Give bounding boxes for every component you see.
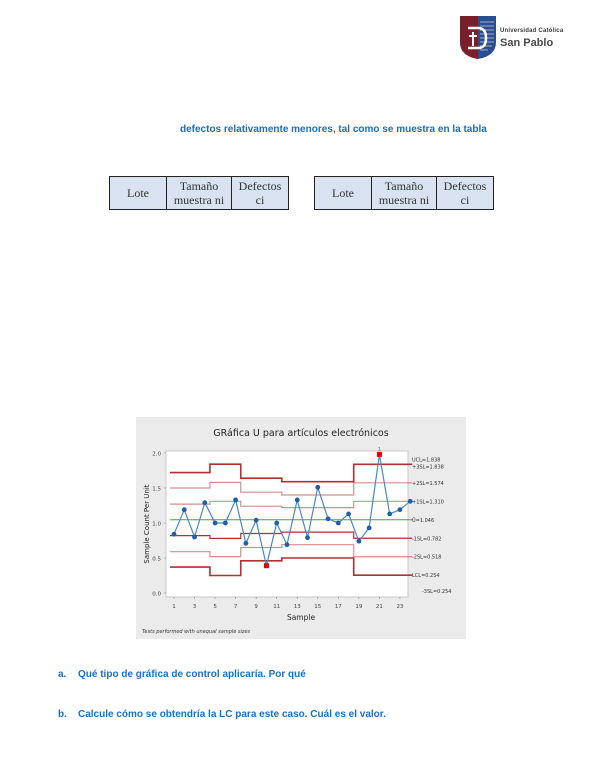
limit-label: LCL=0.254: [412, 573, 440, 579]
data-point: [192, 534, 197, 540]
intro-text: defectos relativamente menores, tal como…: [180, 124, 487, 135]
control-limit-ucl: [170, 463, 413, 483]
data-point: [366, 525, 372, 531]
data-point: [233, 497, 239, 503]
x-tick-label: 5: [213, 604, 217, 610]
data-point: [181, 507, 187, 513]
out-of-control-point: [376, 451, 382, 457]
question-a-label: a.: [58, 669, 67, 680]
x-tick-label: 1: [172, 604, 176, 610]
data-point: [171, 531, 177, 537]
limit-label: +3SL=1.838: [412, 464, 444, 470]
data-point: [335, 520, 341, 526]
u-control-chart: GRáfica U para artículos electrónicos 0.0…: [136, 417, 466, 639]
limit-label: -1SL=0.782: [412, 536, 441, 542]
control-limit-m1: [170, 531, 413, 539]
data-table-right: Lote Tamaño muestra ni Defectos ci: [314, 176, 494, 210]
control-limit-p1: [170, 500, 413, 509]
header-lote: Lote: [314, 176, 372, 210]
data-point: [284, 542, 290, 548]
x-tick-label: 19: [355, 604, 362, 610]
chart-canvas: GRáfica U para artículos electrónicos 0.0…: [142, 428, 451, 635]
x-tick-label: 3: [193, 604, 197, 610]
header-defectos: Defectos ci: [231, 176, 289, 210]
data-table-left: Lote Tamaño muestra ni Defectos ci: [109, 176, 289, 210]
data-point: [294, 497, 300, 503]
data-point: [346, 511, 351, 517]
chart-footnote: Tests performed with unequal sample size…: [142, 629, 251, 635]
question-b: b. Calcule cómo se obtendría la LC para e…: [58, 709, 386, 720]
control-limit-m2: [170, 544, 413, 558]
u-series-line: [173, 454, 411, 566]
y-tick-label: 1.0: [152, 522, 161, 528]
data-point: [325, 516, 331, 522]
plot-area: [165, 450, 409, 598]
shield-logo-icon: [460, 16, 496, 59]
header-tamano: Tamaño muestra ni: [166, 176, 232, 210]
x-tick-label: 17: [335, 604, 342, 610]
limit-label: +1SL=1.310: [412, 499, 444, 505]
data-point: [212, 520, 218, 526]
x-axis-label: Sample: [287, 613, 316, 622]
y-tick-label: 1.5: [152, 487, 161, 493]
x-tick-label: 11: [273, 604, 280, 610]
x-tick-label: 23: [396, 604, 403, 610]
limit-label: Ū=1.046: [412, 517, 434, 524]
data-point: [305, 535, 310, 541]
test-failure-label: 1: [378, 446, 381, 452]
limit-label: -3SL=0.254: [422, 589, 451, 595]
data-point: [243, 540, 249, 546]
header-defectos: Defectos ci: [436, 176, 494, 210]
logo-line1: Universidad Católica: [500, 28, 564, 34]
control-limit-lcl: [170, 557, 413, 577]
question-b-label: b.: [58, 709, 67, 720]
data-point: [253, 517, 259, 523]
limit-label: UCL=1.838: [412, 457, 440, 463]
x-tick-label: 7: [234, 604, 238, 610]
limit-label: +2SL=1.574: [412, 481, 444, 487]
question-a: a. Qué tipo de gráfica de control aplicar…: [58, 669, 306, 680]
logo-line2: San Pablo: [500, 37, 554, 49]
header-tamano: Tamaño muestra ni: [371, 176, 437, 210]
data-point: [202, 500, 208, 506]
data-point: [274, 520, 280, 526]
question-a-text: Qué tipo de gráfica de control aplicaría…: [78, 669, 306, 680]
chart-title: GRáfica U para artículos electrónicos: [213, 428, 388, 439]
y-tick-label: 0.0: [152, 592, 161, 598]
header-lote: Lote: [109, 176, 167, 210]
table-header-row: Lote Tamaño muestra ni Defectos ci: [314, 176, 494, 210]
x-tick-label: 9: [254, 604, 258, 610]
x-tick-label: 15: [314, 604, 321, 610]
y-tick-label: 0.5: [152, 557, 161, 563]
x-tick-label: 13: [294, 604, 301, 610]
table-header-row: Lote Tamaño muestra ni Defectos ci: [109, 176, 289, 210]
y-tick-label: 2.0: [152, 452, 161, 458]
control-limit-p2: [170, 481, 413, 496]
data-point: [356, 538, 362, 544]
university-logo: Universidad Católica San Pablo: [458, 14, 568, 60]
y-axis-label: Sample Count Per Unit: [143, 484, 151, 563]
data-point: [407, 498, 413, 504]
data-point: [222, 520, 228, 526]
data-point: [387, 511, 393, 517]
data-point: [315, 484, 321, 490]
question-b-text: Calcule cómo se obtendría la LC para est…: [78, 709, 386, 720]
out-of-control-point: [263, 563, 269, 569]
data-point: [397, 507, 403, 513]
limit-label: -2SL=0.518: [412, 555, 441, 561]
x-tick-label: 21: [376, 604, 383, 610]
